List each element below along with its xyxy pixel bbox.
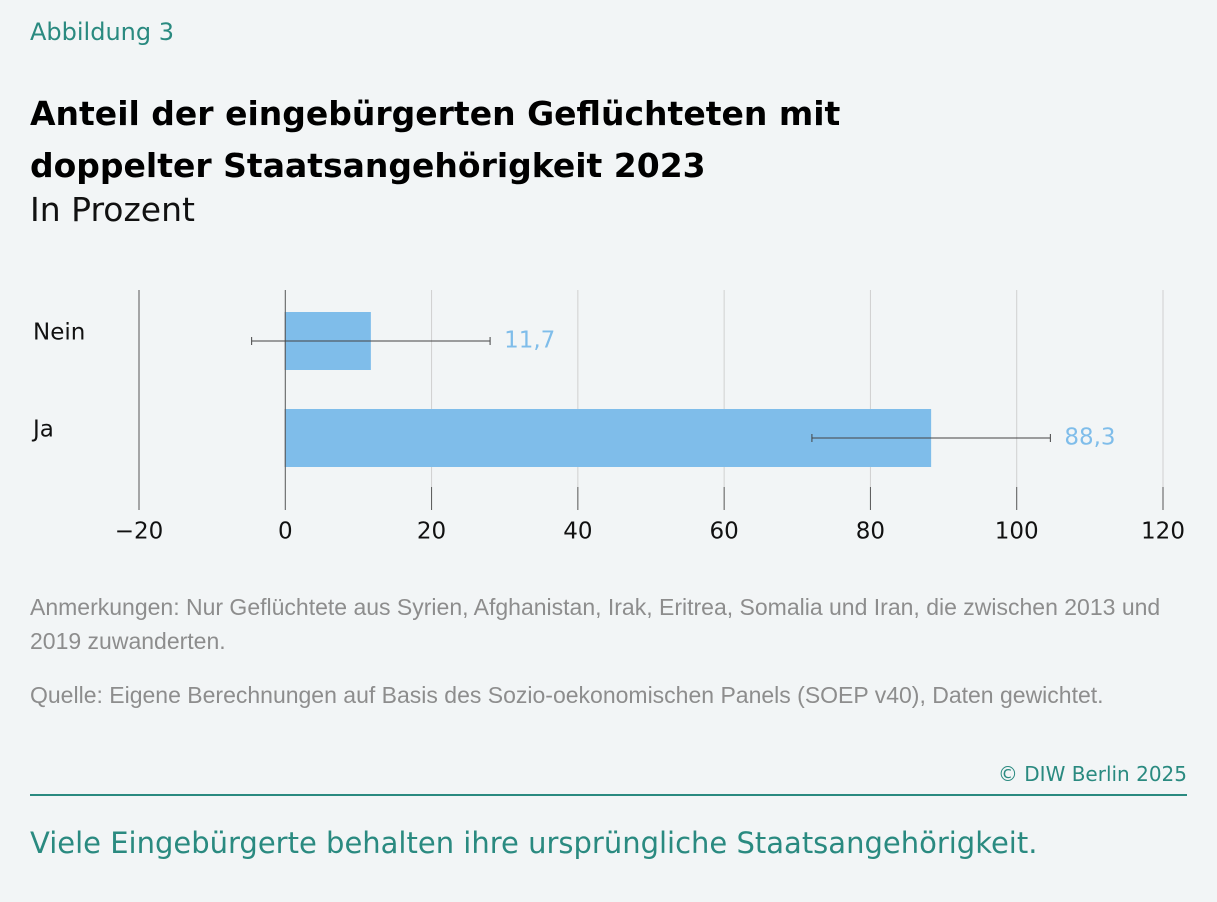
y-tick-label: Nein [33, 320, 85, 346]
error-bar [811, 434, 1051, 442]
x-tick-label: 0 [278, 519, 293, 545]
note: Anmerkungen: Nur Geflüchtete aus Syrien,… [30, 594, 1161, 654]
error-bar [251, 337, 491, 345]
x-tick-label: 120 [1141, 519, 1185, 545]
copyright: © DIW Berlin 2025 [997, 762, 1187, 786]
x-tick-label: 20 [417, 519, 446, 545]
value-label: 88,3 [1064, 425, 1115, 451]
x-tick-label: 40 [563, 519, 592, 545]
x-tick-label: −20 [115, 519, 164, 545]
chart-title: Anteil der eingebürgerten Geflüchteten m… [30, 94, 841, 185]
source: Quelle: Eigene Berechnungen auf Basis de… [30, 682, 1104, 708]
chart-subtitle: In Prozent [30, 190, 195, 229]
x-tick-label: 60 [710, 519, 739, 545]
figure-label: Abbildung 3 [30, 18, 175, 46]
x-tick-label: 80 [856, 519, 885, 545]
tagline: Viele Eingebürgerte behalten ihre ursprü… [30, 826, 1038, 860]
y-tick-label: Ja [31, 417, 54, 443]
value-label: 11,7 [504, 328, 555, 354]
divider [30, 794, 1187, 796]
x-tick-label: 100 [995, 519, 1039, 545]
chart: −20 0 20 40 60 80 100 120 Nein 11,7 Ja 88,3 [31, 290, 1185, 545]
